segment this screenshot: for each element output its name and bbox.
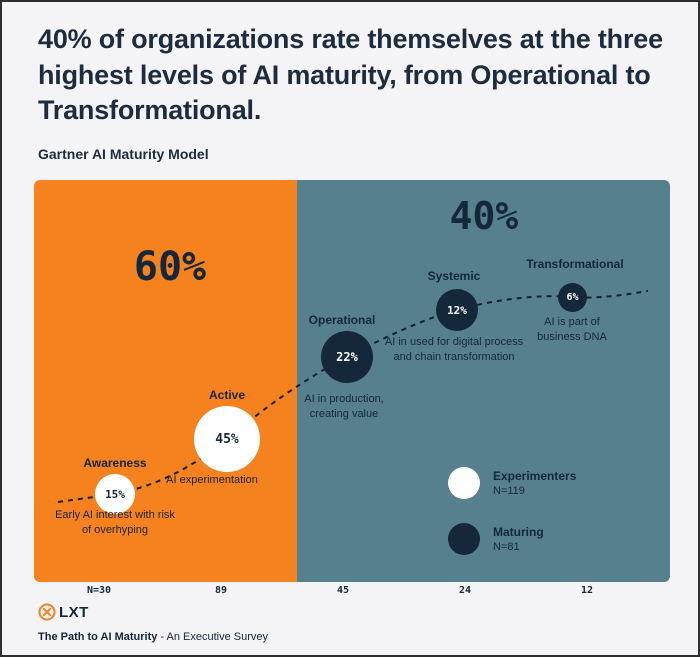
legend-label-experimenters: Experimenters — [493, 469, 577, 483]
brand-logo: LXT — [38, 603, 89, 621]
stage-percent-systemic: 12% — [447, 303, 467, 317]
report-title: The Path to AI Maturity — [38, 631, 158, 643]
report-tagline: The Path to AI Maturity - An Executive S… — [38, 631, 268, 643]
stage-bubble-awareness: 15% — [95, 474, 135, 514]
axis-n-systemic: 24 — [458, 585, 472, 596]
lxt-x-circle-icon — [38, 603, 56, 621]
stage-label-active: Active — [208, 388, 246, 402]
stage-percent-transformational: 6% — [566, 292, 579, 303]
stage-bubble-transformational: 6% — [558, 283, 587, 312]
stage-label-awareness: Awareness — [83, 456, 147, 470]
maturing-swatch-icon — [448, 523, 480, 555]
maturity-chart: 60% 40% Awareness 15% Early AI interest … — [34, 180, 670, 582]
report-subtitle: - An Executive Survey — [157, 631, 269, 643]
stage-label-systemic: Systemic — [427, 269, 481, 283]
stage-percent-operational: 22% — [336, 350, 358, 364]
maturing-share-percent: 40% — [449, 194, 519, 238]
axis-n-awareness: N=30 — [86, 585, 112, 596]
stage-description-awareness: Early AI interest with risk of overhypin… — [55, 509, 175, 537]
stage-percent-active: 45% — [215, 431, 239, 447]
stage-percent-awareness: 15% — [105, 487, 125, 501]
legend-item-experimenters: Experimenters N=119 — [448, 467, 576, 499]
legend-item-maturing: Maturing N=81 — [448, 523, 544, 555]
axis-n-operational: 45 — [336, 585, 350, 596]
stage-description-transformational: AI is part of business DNA — [537, 316, 607, 344]
axis-n-transformational: 12 — [580, 585, 594, 596]
experimenters-share-percent: 60% — [133, 244, 207, 290]
brand-name: LXT — [59, 603, 89, 621]
axis-n-active: 89 — [214, 585, 228, 596]
stage-bubble-systemic: 12% — [436, 289, 478, 331]
legend-count-maturing: N=81 — [493, 541, 520, 553]
experimenters-swatch-icon — [448, 467, 480, 499]
stage-bubble-operational: 22% — [321, 331, 373, 383]
chart-subtitle: Gartner AI Maturity Model — [38, 146, 209, 162]
stage-label-transformational: Transformational — [526, 257, 624, 271]
legend-count-experimenters: N=119 — [493, 485, 525, 497]
legend-label-maturing: Maturing — [493, 525, 544, 539]
stage-description-operational: AI in production, creating value — [304, 393, 384, 421]
stage-description-systemic: AI in used for digital process and chain… — [384, 336, 524, 364]
stage-bubble-active: 45% — [194, 406, 260, 472]
page-title: 40% of organizations rate themselves at … — [38, 24, 663, 126]
stage-description-active: AI experimentation — [166, 474, 258, 486]
stage-label-operational: Operational — [308, 313, 376, 327]
